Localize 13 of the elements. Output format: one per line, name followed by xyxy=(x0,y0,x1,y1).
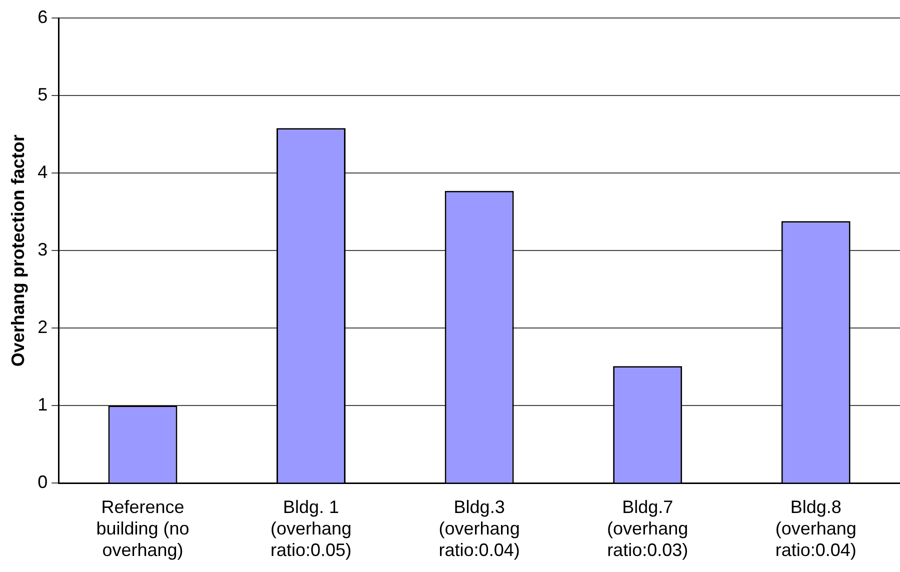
y-tick-label: 6 xyxy=(38,6,48,27)
y-tick-label: 3 xyxy=(38,240,48,260)
x-tick-label: Reference building (no overhang) xyxy=(96,496,190,560)
y-tick-label: 5 xyxy=(38,84,48,104)
x-tick-label: Bldg. 1 (overhang ratio:0.05) xyxy=(270,496,352,560)
x-tick-label: Bldg.8 (overhang ratio:0.04) xyxy=(775,496,856,560)
y-tick-label: 1 xyxy=(38,394,48,415)
x-tick-label: Bldg.3 (overhang ratio:0.04) xyxy=(438,496,520,560)
y-tick-label: 0 xyxy=(38,472,48,492)
y-axis-title: Overhang protection factor xyxy=(8,134,28,367)
y-tick-label: 2 xyxy=(38,317,48,338)
x-tick-label: Bldg.7 (overhang ratio:0.03) xyxy=(607,496,688,560)
y-tick-label: 4 xyxy=(38,162,48,182)
